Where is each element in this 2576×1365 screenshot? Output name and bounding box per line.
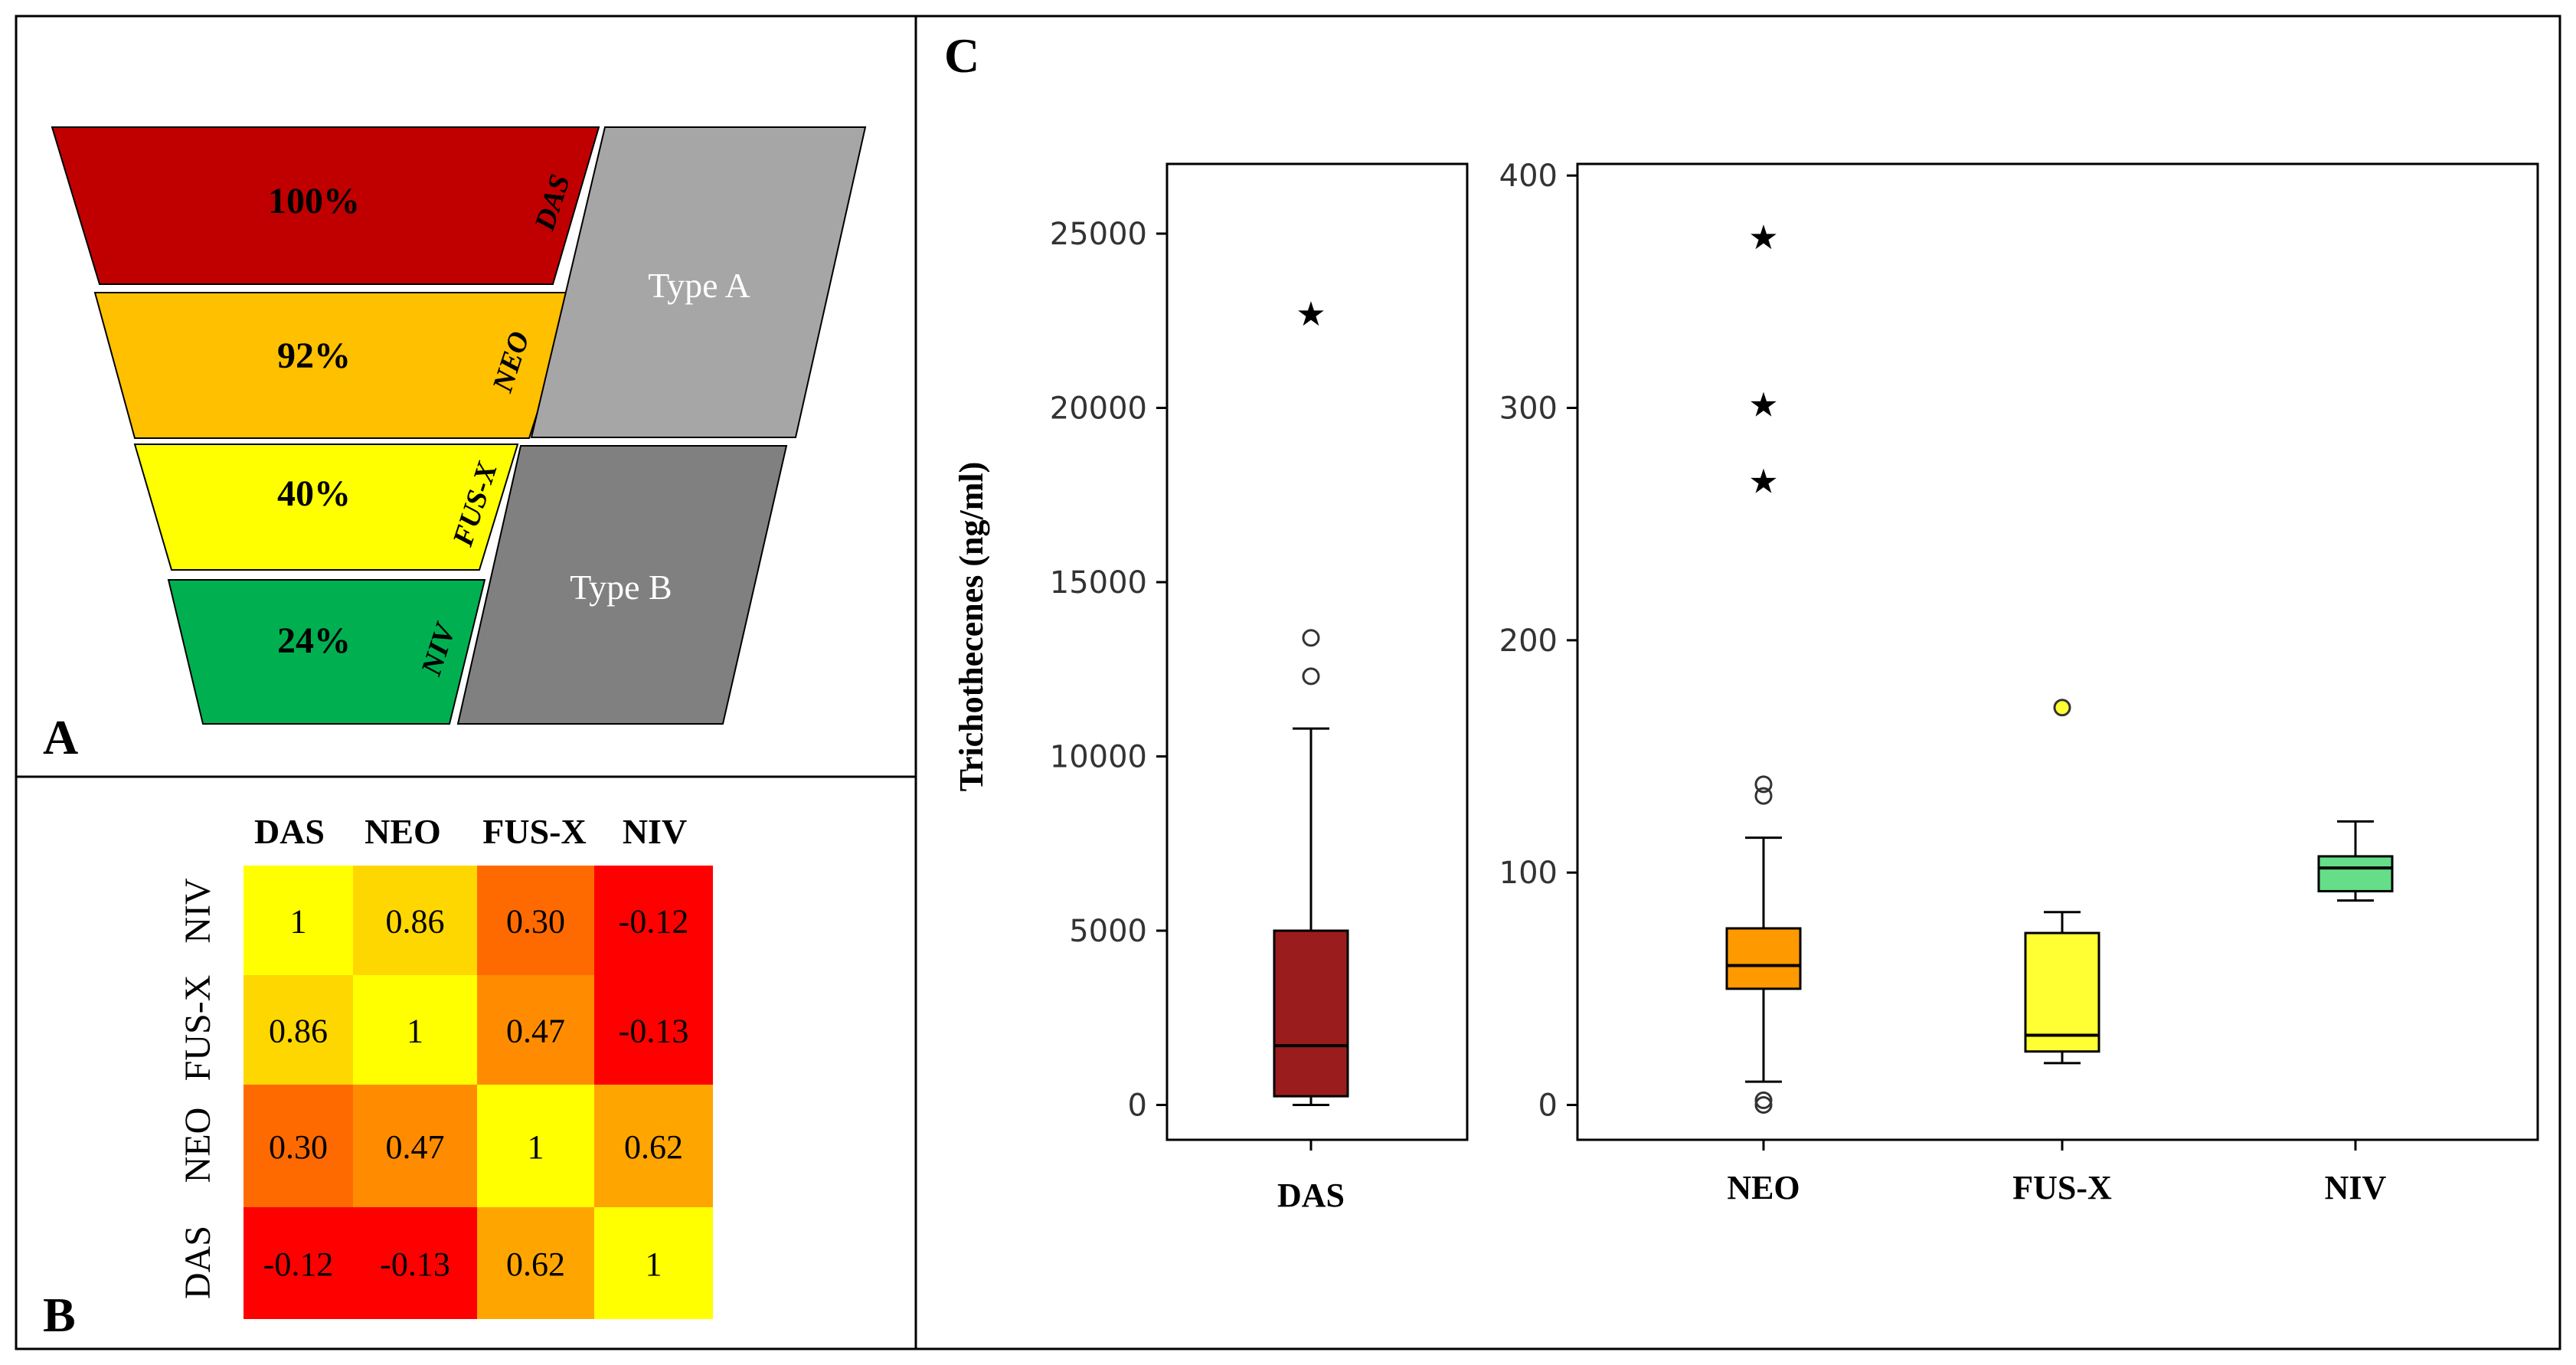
funnel-segment-fusx — [133, 444, 519, 571]
group-type-a-box — [530, 126, 867, 438]
group-type-b-label: Type B — [570, 568, 672, 607]
x-category-label-das: DAS — [1277, 1177, 1345, 1214]
matrix-cell — [353, 1085, 477, 1207]
y-tick-label: 0 — [1538, 1088, 1558, 1124]
outlier-point — [1754, 775, 1773, 794]
matrix-row-header-das: DAS — [178, 1226, 218, 1299]
box-das — [1273, 929, 1349, 1098]
y-tick-label: 300 — [1499, 391, 1558, 427]
extreme-point: ★ — [1748, 219, 1778, 257]
funnel-segment-das — [51, 126, 600, 285]
matrix-cell — [353, 975, 477, 1085]
y-tick-label: 400 — [1499, 159, 1558, 194]
funnel-percent-das: 100% — [268, 181, 360, 221]
matrix-row-header-niv: NIV — [178, 878, 218, 944]
outlier-point — [1754, 787, 1773, 805]
matrix-cell — [594, 866, 713, 975]
outlier-point — [2053, 699, 2071, 717]
funnel-segment-neo — [93, 292, 577, 439]
y-tick-label: 200 — [1499, 624, 1558, 659]
matrix-cell — [477, 1207, 594, 1319]
matrix-cell-value: 0.62 — [506, 1246, 565, 1283]
matrix-cell — [244, 1085, 353, 1207]
outlier-point — [1754, 1096, 1773, 1114]
y-tick-label: 15000 — [1050, 565, 1147, 601]
matrix-cell — [244, 975, 353, 1085]
matrix-col-header-neo: NEO — [364, 812, 441, 851]
funnel-percent-neo: 92% — [277, 336, 351, 376]
y-tick-label: 5000 — [1069, 914, 1147, 949]
funnel-segment-niv — [167, 579, 486, 725]
matrix-cell — [594, 1085, 713, 1207]
matrix-cell-value: 0.47 — [386, 1128, 445, 1166]
matrix-cell-value: -0.12 — [263, 1246, 334, 1283]
matrix-cell-value: 0.30 — [269, 1128, 328, 1166]
matrix-row-header-neo: NEO — [178, 1108, 218, 1183]
matrix-cell — [353, 1207, 477, 1319]
matrix-cell-value: 1 — [646, 1246, 662, 1283]
panel-b-correlation-matrix: 1 0.86 0.30 -0.12 0.86 1 0.47 -0.13 0.30 0.47 1 0.6… — [43, 812, 713, 1342]
panel-c-label: C — [944, 28, 979, 83]
x-category-label-neo: NEO — [1727, 1169, 1800, 1206]
matrix-cell — [244, 1207, 353, 1319]
panel-c-boxplots: C Trichothecenes (ng/ml) 0 5000 10000 15000… — [944, 28, 2539, 1214]
plot-frame-das — [1165, 162, 1469, 1141]
extreme-point: ★ — [1748, 386, 1778, 424]
matrix-cell-value: 1 — [528, 1128, 544, 1166]
matrix-cell — [244, 866, 353, 975]
matrix-cell-value: -0.13 — [619, 1013, 689, 1050]
matrix-cell — [594, 975, 713, 1085]
outlier-point — [1302, 629, 1320, 647]
matrix-col-header-niv: NIV — [623, 812, 687, 851]
matrix-cell-value: 0.47 — [506, 1013, 565, 1050]
x-category-label-niv: NIV — [2325, 1169, 2387, 1206]
extreme-point: ★ — [1296, 296, 1326, 333]
panel-a-funnel: 100% 92% 40% 24% DAS NEO FUS-X NIV Type … — [43, 126, 867, 764]
group-type-a-label: Type A — [648, 266, 750, 305]
matrix-cell-value: -0.13 — [380, 1246, 450, 1283]
extreme-point: ★ — [1748, 463, 1778, 501]
matrix-cell-value: 1 — [290, 903, 307, 941]
matrix-cell-value: 0.62 — [624, 1128, 683, 1166]
box-neo — [1725, 927, 1802, 990]
matrix-cell-value: 0.86 — [269, 1013, 328, 1050]
plot-frame-others — [1576, 162, 2539, 1141]
panel-a-label: A — [43, 710, 78, 764]
y-tick-label: 0 — [1128, 1088, 1147, 1124]
matrix-cell — [477, 1085, 594, 1207]
matrix-cell-value: 1 — [407, 1013, 423, 1050]
funnel-percent-niv: 24% — [277, 620, 351, 661]
outlier-point — [1754, 1091, 1773, 1109]
matrix-cell-value: -0.12 — [619, 903, 689, 941]
x-category-label-fusx: FUS-X — [2012, 1169, 2112, 1206]
matrix-col-header-fusx: FUS-X — [482, 812, 586, 851]
outlier-point — [1302, 667, 1320, 686]
matrix-cell-value: 0.30 — [506, 903, 565, 941]
matrix-cell — [353, 866, 477, 975]
matrix-cell — [594, 1207, 713, 1319]
figure-frame — [15, 15, 2561, 1350]
matrix-cell — [477, 975, 594, 1085]
matrix-row-header-fusx: FUS-X — [178, 975, 218, 1082]
group-type-b-box — [456, 445, 788, 725]
funnel-percent-fusx: 40% — [277, 473, 351, 514]
y-tick-label: 10000 — [1050, 740, 1147, 775]
box-fusx — [2024, 931, 2100, 1053]
y-tick-label: 25000 — [1050, 217, 1147, 252]
y-axis-label: Trichothecenes (ng/ml) — [953, 462, 990, 792]
box-niv — [2317, 855, 2394, 892]
y-tick-label: 20000 — [1050, 391, 1147, 427]
y-tick-label: 100 — [1499, 856, 1558, 891]
matrix-col-header-das: DAS — [254, 812, 325, 851]
matrix-cell — [477, 866, 594, 975]
matrix-cell-value: 0.86 — [386, 903, 445, 941]
panel-b-label: B — [43, 1288, 76, 1342]
